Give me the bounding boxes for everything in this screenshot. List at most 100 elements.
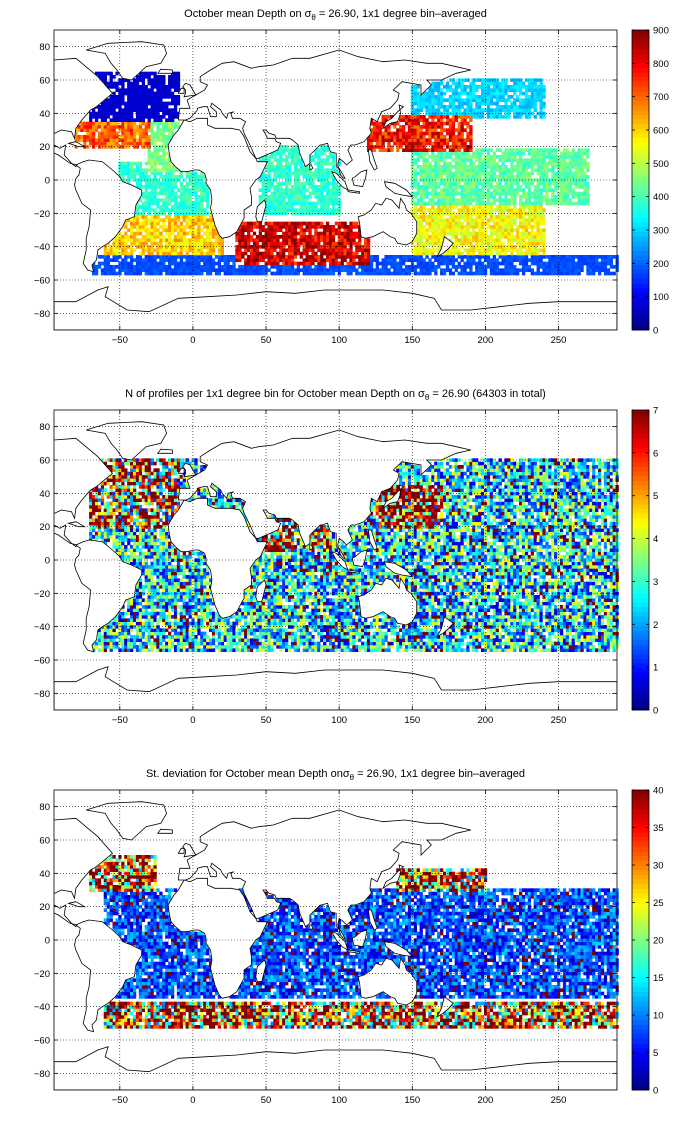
heatmap-cell	[185, 265, 189, 269]
heatmap-cell	[442, 168, 447, 173]
heatmap-cell	[314, 271, 318, 276]
heatmap-cell	[247, 238, 251, 243]
heatmap-cell	[454, 258, 458, 263]
heatmap-cell	[317, 195, 321, 199]
heatmap-cell	[422, 258, 426, 263]
heatmap-cell	[513, 235, 517, 239]
heatmap-cell	[173, 125, 178, 129]
heatmap-cell	[124, 248, 128, 253]
heatmap-cell	[141, 211, 146, 216]
heatmap-cell	[369, 265, 374, 269]
heatmap-cell	[179, 265, 184, 269]
heatmap-cell	[519, 188, 523, 193]
heatmap-cell	[577, 258, 581, 263]
heatmap-cell	[454, 141, 458, 146]
heatmap-cell	[597, 261, 602, 266]
heatmap-cell	[182, 248, 186, 253]
heatmap-cell	[536, 158, 540, 163]
heatmap-cell	[188, 171, 192, 176]
heatmap-cell	[510, 201, 514, 206]
heatmap-cell	[460, 121, 464, 126]
heatmap-cell	[130, 271, 134, 276]
heatmap-cell	[290, 148, 295, 153]
heatmap-cell	[416, 235, 420, 239]
heatmap-cell	[454, 185, 458, 189]
heatmap-cell	[364, 261, 368, 266]
heatmap-cell	[489, 238, 494, 243]
heatmap-cell	[507, 198, 511, 203]
heatmap-cell	[270, 221, 274, 226]
heatmap-cell	[352, 241, 356, 246]
heatmap-cell	[527, 108, 532, 113]
heatmap-cell	[287, 265, 292, 269]
heatmap-cell	[425, 141, 429, 146]
heatmap-cell	[173, 121, 178, 126]
heatmap-cell	[147, 178, 151, 183]
heatmap-cell	[170, 261, 175, 266]
heatmap-cell	[270, 271, 274, 276]
heatmap-cell	[302, 191, 306, 196]
heatmap-cell	[276, 181, 280, 186]
heatmap-cell	[533, 248, 537, 253]
heatmap-cell	[159, 95, 163, 99]
heatmap-cell	[124, 258, 128, 263]
heatmap-cell	[554, 175, 558, 179]
heatmap-cell	[568, 191, 573, 196]
heatmap-cell	[568, 268, 573, 273]
heatmap-cell	[235, 271, 239, 276]
heatmap-cell	[194, 201, 198, 206]
heatmap-cell	[451, 231, 456, 236]
heatmap-cell	[141, 105, 146, 109]
heatmap-cell	[431, 191, 435, 196]
heatmap-cell	[425, 108, 429, 113]
heatmap-cell	[536, 238, 540, 243]
heatmap-cell	[299, 208, 303, 213]
heatmap-cell	[209, 248, 213, 253]
heatmap-cell	[182, 191, 186, 196]
heatmap-cell	[285, 181, 289, 186]
heatmap-cell	[299, 168, 303, 173]
heatmap-cell	[475, 261, 479, 266]
heatmap-cell	[249, 248, 254, 253]
heatmap-cell	[466, 165, 470, 169]
heatmap-cell	[545, 161, 549, 166]
heatmap-cell	[527, 178, 532, 183]
heatmap-cell	[507, 178, 511, 183]
heatmap-cell	[361, 261, 365, 266]
heatmap-cell	[267, 268, 271, 273]
heatmap-cell	[141, 218, 146, 223]
heatmap-cell	[311, 201, 315, 206]
heatmap-cell	[127, 265, 131, 269]
heatmap-cell	[168, 95, 172, 99]
heatmap-cell	[372, 271, 377, 276]
heatmap-cell	[282, 221, 286, 226]
heatmap-cell	[551, 195, 555, 199]
heatmap-cell	[507, 148, 511, 153]
heatmap-cell	[92, 268, 96, 273]
heatmap-cell	[413, 235, 418, 239]
heatmap-cell	[478, 158, 482, 163]
heatmap-cell	[83, 125, 87, 129]
heatmap-cell	[197, 201, 201, 206]
heatmap-cell	[135, 181, 140, 186]
heatmap-cell	[287, 235, 292, 239]
heatmap-cell	[130, 241, 134, 246]
heatmap-cell	[475, 265, 479, 269]
heatmap-cell	[536, 205, 540, 209]
heatmap-cell	[551, 268, 555, 273]
heatmap-cell	[311, 241, 315, 246]
heatmap-cell	[431, 118, 435, 123]
heatmap-cell	[170, 131, 175, 136]
heatmap-cell	[159, 161, 163, 166]
heatmap-cell	[413, 178, 418, 183]
heatmap-cell	[165, 108, 169, 113]
heatmap-cell	[285, 168, 289, 173]
heatmap-cell	[130, 261, 134, 266]
heatmap-cell	[539, 178, 543, 183]
heatmap-cell	[118, 168, 122, 173]
heatmap-cell	[431, 155, 435, 159]
heatmap-cell	[562, 261, 567, 266]
heatmap-cell	[492, 95, 496, 99]
heatmap-cell	[135, 238, 140, 243]
heatmap-cell	[510, 178, 514, 183]
